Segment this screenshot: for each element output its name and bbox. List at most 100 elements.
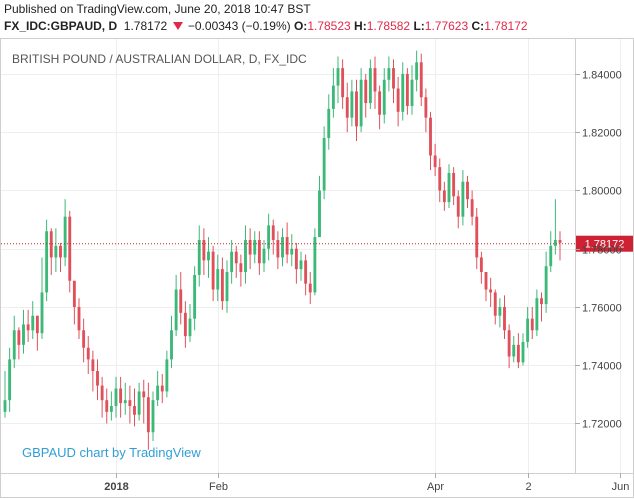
- candle-body: [271, 225, 275, 240]
- candle: [96, 359, 99, 401]
- candle-body: [535, 298, 539, 331]
- candle: [262, 239, 266, 273]
- candle-body: [91, 359, 95, 372]
- candle: [119, 376, 123, 418]
- current-price-line: 1.78172: [1, 235, 633, 252]
- candle: [271, 219, 275, 255]
- candle-body: [234, 251, 238, 264]
- y-tick-label: 1.80000: [582, 186, 622, 198]
- candle-body: [253, 239, 257, 255]
- candle-body: [392, 68, 395, 89]
- candle-body: [179, 289, 183, 313]
- price-axis[interactable]: 1.72000 1.74000 1.76000 1.78000 1.80000 1.820…: [575, 70, 622, 431]
- candle: [257, 231, 261, 275]
- candle-body: [230, 251, 234, 273]
- candle-body: [350, 91, 354, 118]
- candle: [239, 254, 243, 287]
- candle: [244, 225, 247, 284]
- candle: [197, 225, 201, 287]
- x-tick-label: Jun: [612, 481, 630, 493]
- y-tick-label: 1.72000: [582, 419, 622, 431]
- candle-body: [387, 68, 391, 80]
- candle: [230, 239, 234, 284]
- candle-body: [336, 68, 340, 86]
- time-axis[interactable]: 2018 Feb Apr 2 Jun: [104, 473, 629, 493]
- candle-body: [216, 269, 220, 290]
- open-label: O:: [293, 19, 308, 33]
- candle: [456, 190, 460, 229]
- candle: [123, 382, 127, 415]
- candle: [109, 391, 113, 421]
- x-tick-label: 2018: [104, 481, 128, 493]
- candle-body: [484, 272, 488, 290]
- candle-body: [31, 315, 35, 331]
- candle: [470, 190, 474, 226]
- candle: [40, 257, 44, 340]
- candle: [549, 231, 553, 273]
- candles: [3, 50, 562, 450]
- candle-body: [479, 257, 483, 273]
- candle-body: [373, 68, 377, 92]
- candle: [392, 59, 395, 104]
- candle-body: [419, 62, 423, 98]
- candle: [248, 228, 252, 270]
- candle: [318, 175, 321, 238]
- watermark: GBPAUD chart by TradingView: [22, 445, 201, 460]
- candle-body: [151, 400, 155, 433]
- candle: [341, 59, 345, 109]
- high-label: H:: [354, 19, 367, 33]
- candle-body: [558, 239, 562, 243]
- y-tick-label: 1.78000: [582, 245, 622, 257]
- candle: [142, 379, 146, 424]
- candle-body: [211, 251, 215, 290]
- candle: [188, 304, 192, 342]
- candle-body: [456, 196, 460, 217]
- candle: [253, 231, 257, 264]
- candle-body: [170, 330, 173, 360]
- candle: [59, 242, 62, 273]
- candle-body: [54, 245, 58, 258]
- candle: [146, 382, 150, 450]
- candle-body: [133, 406, 136, 415]
- candle-body: [193, 274, 197, 319]
- candle-body: [294, 248, 298, 270]
- candle-body: [17, 330, 21, 345]
- candle-body: [262, 248, 266, 264]
- candle: [114, 376, 118, 418]
- candle-body: [498, 306, 502, 316]
- candle-body: [526, 318, 530, 342]
- published-line: Published on TradingView.com, June 20, 2…: [4, 2, 311, 16]
- candle-body: [220, 269, 224, 302]
- candle-body: [239, 263, 243, 273]
- candle: [17, 327, 21, 360]
- candle-body: [59, 245, 62, 258]
- candle: [285, 222, 289, 264]
- symbol-name: FX_IDC:GBPAUD, D: [4, 19, 118, 33]
- candle-body: [475, 216, 479, 258]
- candle: [558, 231, 562, 261]
- candle-body: [128, 400, 132, 407]
- candle: [68, 210, 72, 293]
- candle: [299, 251, 303, 281]
- low-label: L:: [413, 19, 425, 33]
- candle: [419, 53, 423, 106]
- candle-body: [355, 91, 358, 127]
- candle-body: [530, 318, 534, 331]
- candle: [183, 301, 187, 348]
- candle-body: [308, 283, 312, 293]
- candle-body: [341, 68, 345, 98]
- candle-body: [285, 237, 289, 255]
- open-value: 1.78523: [307, 19, 351, 33]
- down-arrow-icon: [172, 22, 183, 30]
- candle-body: [493, 292, 497, 316]
- candle-body: [137, 391, 141, 415]
- candle: [151, 391, 155, 441]
- candle: [308, 272, 312, 305]
- high-value: 1.78582: [366, 19, 411, 33]
- last-price: 1.78172: [123, 19, 168, 33]
- candle: [45, 219, 49, 302]
- candle-body: [248, 239, 252, 255]
- candle-body: [442, 190, 446, 203]
- candle: [535, 289, 539, 337]
